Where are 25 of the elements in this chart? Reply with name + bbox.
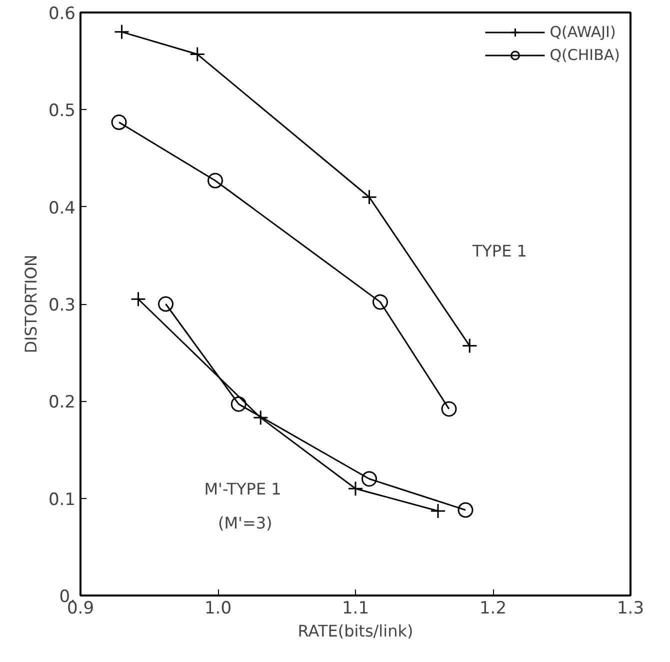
x-axis-title: RATE(bits/link)	[298, 622, 414, 640]
y-tick-label: 0.4	[48, 198, 76, 218]
x-tick-label: 1.1	[342, 598, 370, 618]
annotation: (M'=3)	[218, 513, 272, 532]
point	[230, 396, 246, 412]
y-tick-label: 0.3	[48, 296, 76, 316]
annotation: M'-TYPE 1	[204, 479, 282, 498]
y-tick-label: 0.5	[48, 101, 76, 122]
point	[458, 502, 474, 518]
legend-label: Q(AWAJI)	[550, 23, 616, 41]
point	[372, 294, 388, 310]
point	[111, 114, 127, 130]
point	[362, 471, 377, 487]
y-axis-title: DISTORTION	[21, 254, 40, 354]
y-tick-label: 0.6	[48, 4, 76, 24]
x-tick-label: 1.2	[479, 598, 507, 618]
point	[208, 172, 223, 188]
y-tick-label: 0.1	[48, 490, 76, 510]
y-tick-label: 0.2	[48, 392, 76, 413]
x-tick-label: 1.0	[204, 598, 232, 618]
point	[158, 296, 174, 312]
x-tick-label: 1.3	[616, 598, 644, 618]
point	[441, 401, 457, 417]
legend-label: Q(CHIBA)	[550, 46, 620, 64]
annotation: TYPE 1	[471, 241, 527, 260]
